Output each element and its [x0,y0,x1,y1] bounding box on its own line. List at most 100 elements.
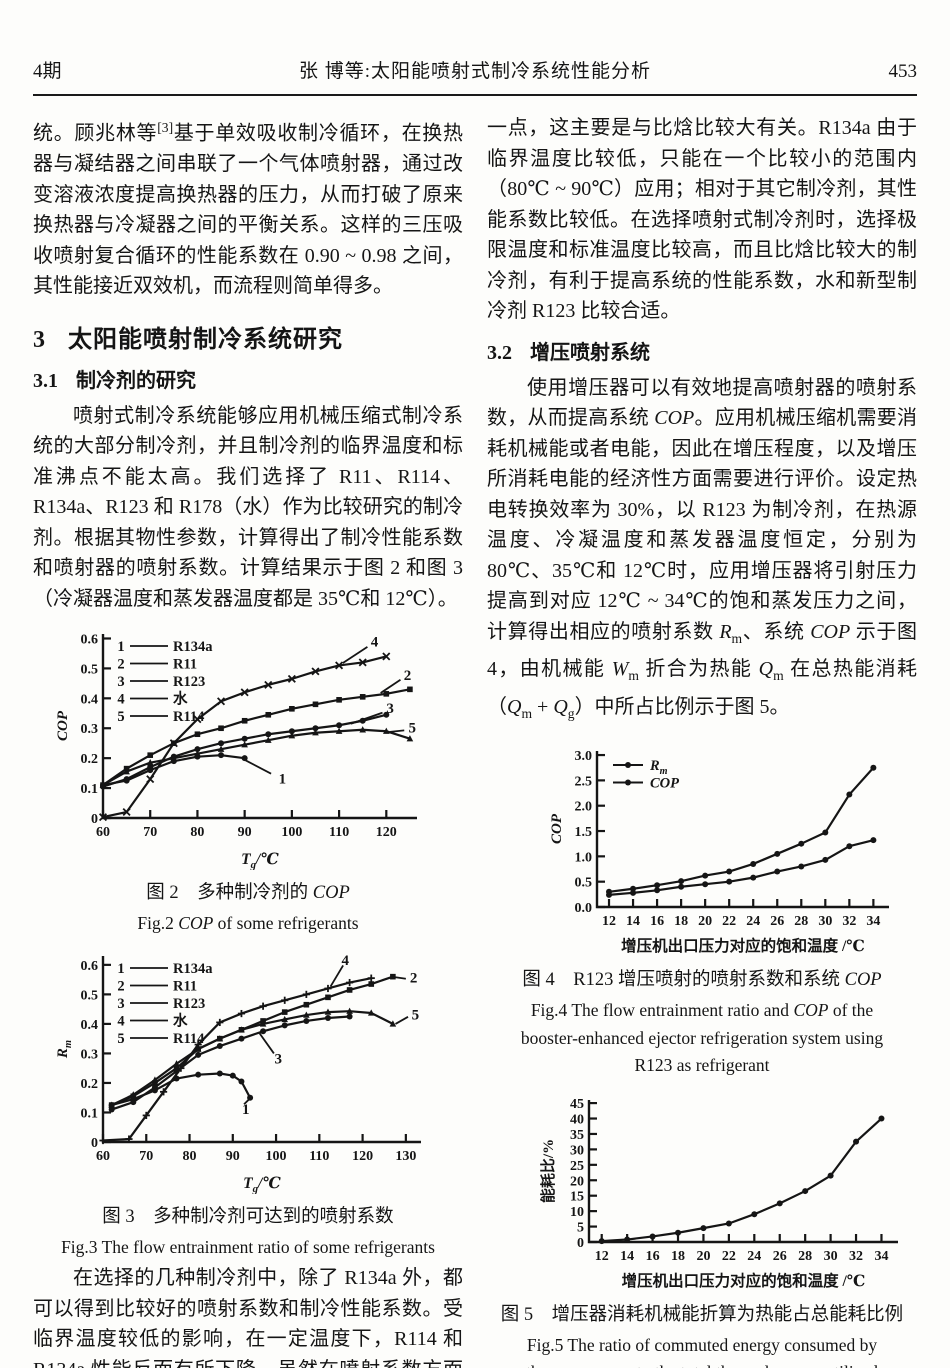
right-column: 一点，这主要是与比焓比较大有关。R134a 由于临界温度比较低，只能在一个比较小… [487,113,917,1368]
page-number: 453 [888,61,918,82]
section-title: 太阳能喷射制冷系统研究 [68,326,343,353]
svg-text:20: 20 [570,1174,584,1189]
section-heading-3: 3 太阳能喷射制冷系统研究 [33,319,463,354]
svg-text:R114: R114 [173,709,204,725]
svg-text:0.6: 0.6 [81,959,99,974]
svg-text:28: 28 [798,1249,812,1264]
svg-text:能耗比/%: 能耗比/% [539,1138,557,1202]
svg-text:35: 35 [570,1127,584,1142]
figure4-booster-chart: 0.0 0.5 1.0 1.5 2.0 2.5 3.0 12 14 16 18 20 22 24 26 28 3… [549,749,889,955]
svg-text:34: 34 [874,1249,888,1264]
svg-text:R134a: R134a [173,961,213,977]
left-column: 统。顾兆林等[3]基于单效吸收制冷循环，在换热器与凝结器之间串联了一个气体喷射器… [33,113,463,1368]
figure5-caption-zh: 图 5 增压器消耗机械能折算为热能占总能耗比例 [500,1304,904,1325]
svg-text:0: 0 [91,812,98,827]
svg-text:R134a: R134a [173,639,213,655]
paragraph: 在选择的几种制冷剂中，除了 R134a 外，都可以得到比较好的喷射系数和制冷性能… [33,1267,463,1368]
svg-text:1: 1 [117,639,124,655]
svg-text:70: 70 [143,825,157,840]
running-title: 张 博等:太阳能喷射式制冷系统性能分析 [298,61,652,82]
svg-text:COP: COP [55,710,71,741]
subsection-number: 3.2 [487,341,512,364]
svg-text:5: 5 [409,721,417,737]
svg-text:100: 100 [281,825,302,840]
svg-text:45: 45 [570,1097,584,1112]
svg-text:增压机出口压力对应的饱和温度 /℃: 增压机出口压力对应的饱和温度 /℃ [622,1271,866,1290]
svg-text:130: 130 [395,1149,416,1164]
svg-text:4: 4 [117,1013,124,1029]
figure-4: 0.0 0.5 1.0 1.5 2.0 2.5 3.0 12 14 16 18 20 22 24 26 28 3… [487,739,917,1080]
paragraph-continuation: 一点，这主要是与比焓比较大有关。R134a 由于临界温度比较低，只能在一个比较小… [487,117,917,322]
figure2-caption-en: Fig.2 COP of some refrigerants [137,913,359,934]
paragraph: 使用增压器可以有效地提高喷射器的喷射系数，从而提高系统 COP。应用机械压缩机需… [487,376,918,721]
section-number: 3 [33,326,46,353]
svg-text:80: 80 [183,1149,197,1164]
svg-text:16: 16 [646,1249,660,1264]
svg-text:R114: R114 [173,1031,204,1047]
svg-text:Rm​: Rm​ [55,1040,74,1059]
svg-text:0.3: 0.3 [81,722,99,737]
svg-text:Tg​/℃: Tg​/℃ [241,851,279,870]
svg-text:R123: R123 [173,996,205,1012]
svg-text:32: 32 [849,1249,863,1264]
svg-text:26: 26 [770,914,784,929]
svg-text:4: 4 [342,952,350,968]
svg-text:1: 1 [242,1102,250,1118]
svg-text:22: 22 [722,1249,736,1264]
svg-text:0.6: 0.6 [81,633,99,648]
svg-text:Tg​/℃: Tg​/℃ [243,1175,281,1194]
svg-text:3: 3 [117,674,124,690]
subsection-title: 制冷剂的研究 [76,369,196,392]
svg-text:增压机出口压力对应的饱和温度 /℃: 增压机出口压力对应的饱和温度 /℃ [621,936,865,955]
svg-text:1: 1 [117,961,124,977]
svg-text:COP: COP [549,813,565,844]
journal-issue: 4期 [33,61,62,82]
subsection-number: 3.1 [33,369,58,392]
svg-text:24: 24 [746,914,760,929]
svg-text:14: 14 [626,914,640,929]
svg-text:20: 20 [698,914,712,929]
figure-2: 0 0.1 0.2 0.3 0.4 0.5 0.6 60 70 80 90 100 110 120 4 2 3 5… [33,622,463,938]
svg-text:0.3: 0.3 [81,1047,99,1062]
svg-text:110: 110 [329,825,349,840]
svg-text:30: 30 [818,914,832,929]
svg-text:0.1: 0.1 [81,1106,99,1121]
svg-text:5: 5 [577,1220,584,1235]
svg-text:3: 3 [386,701,394,717]
subsection-heading-3-1: 3.1 制冷剂的研究 [33,364,463,393]
svg-text:60: 60 [96,825,110,840]
svg-text:R11: R11 [173,657,197,673]
svg-text:0.4: 0.4 [81,692,99,707]
svg-text:3: 3 [274,1051,282,1067]
svg-text:R123: R123 [173,674,205,690]
figure4-caption: 图 4 R123 增压喷射的喷射系数和系统 COP Fig.4 The flow… [487,967,917,1080]
svg-text:COP: COP [650,776,679,792]
svg-text:4: 4 [371,635,379,651]
figure4-caption-en: Fig.4 The flow entrainment ratio and COP… [520,1000,884,1075]
svg-text:0.5: 0.5 [81,988,99,1003]
svg-text:2: 2 [404,668,412,684]
svg-text:4: 4 [117,692,124,708]
svg-text:0.2: 0.2 [81,752,99,767]
svg-text:2: 2 [410,970,418,986]
svg-text:18: 18 [674,914,688,929]
svg-text:1.0: 1.0 [575,850,593,865]
subsection-title: 增压喷射系统 [530,341,650,364]
figure5-caption: 图 5 增压器消耗机械能折算为热能占总能耗比例 Fig.5 The ratio … [487,1302,917,1368]
svg-text:16: 16 [650,914,664,929]
svg-text:22: 22 [722,914,736,929]
svg-text:Rm​: Rm​ [649,758,668,777]
svg-text:2.0: 2.0 [575,800,593,815]
svg-text:120: 120 [352,1149,373,1164]
figure-3: 0 0.1 0.2 0.3 0.4 0.5 0.6 60 70 80 90 100 110 120 130 4… [33,944,463,1262]
svg-text:0.5: 0.5 [575,876,593,891]
svg-text:12: 12 [602,914,616,929]
svg-text:5: 5 [117,1031,124,1047]
figure2-caption: 图 2 多种制冷剂的 COP Fig.2 COP of some refrige… [33,880,463,938]
svg-text:40: 40 [570,1112,584,1127]
svg-text:R11: R11 [173,978,197,994]
svg-text:2: 2 [117,657,124,673]
svg-text:1: 1 [279,772,287,788]
svg-text:水: 水 [173,1011,188,1029]
